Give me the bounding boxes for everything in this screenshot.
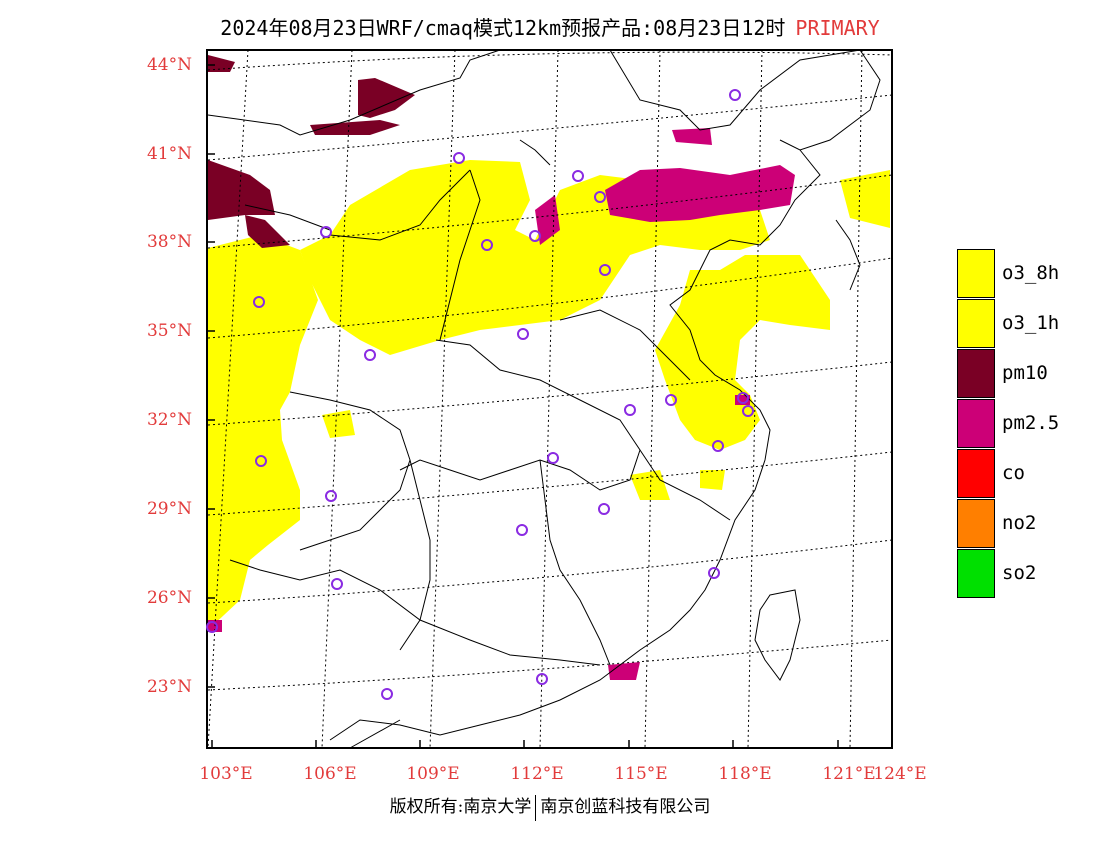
city-marker bbox=[481, 239, 493, 251]
city-marker bbox=[453, 152, 465, 164]
lon-label: 112°E bbox=[510, 764, 564, 784]
legend-swatch bbox=[957, 249, 995, 298]
city-marker bbox=[381, 688, 393, 700]
legend-label: pm2.5 bbox=[1002, 412, 1060, 434]
pm10-region bbox=[208, 55, 415, 248]
city-marker bbox=[253, 296, 265, 308]
lat-label: 38°N bbox=[146, 232, 192, 252]
title-main: 2024年08月23日WRF/cmaq模式12km预报产品:08月23日12时 bbox=[220, 16, 786, 40]
city-marker bbox=[737, 392, 749, 404]
legend-item-no2: no2 bbox=[957, 499, 1097, 549]
legend-item-pm25: pm2.5 bbox=[957, 399, 1097, 449]
lat-label: 41°N bbox=[146, 144, 192, 164]
lon-label: 115°E bbox=[614, 764, 668, 784]
city-marker bbox=[529, 230, 541, 242]
copyright-footer: 版权所有:南京大学 南京创蓝科技有限公司 bbox=[0, 792, 1100, 821]
city-markers bbox=[206, 89, 754, 700]
lat-label: 26°N bbox=[146, 588, 192, 608]
lon-label: 118°E bbox=[718, 764, 772, 784]
legend-label: no2 bbox=[1002, 512, 1037, 534]
city-marker bbox=[206, 621, 218, 633]
copyright-left: 版权所有:南京大学 bbox=[389, 797, 532, 817]
city-marker bbox=[331, 578, 343, 590]
city-marker bbox=[594, 191, 606, 203]
city-marker bbox=[536, 673, 548, 685]
legend-swatch bbox=[957, 549, 995, 598]
axis-ticks bbox=[207, 64, 839, 748]
legend-item-o3-1h: o3_1h bbox=[957, 299, 1097, 349]
city-marker bbox=[599, 264, 611, 276]
footer-separator bbox=[535, 794, 537, 821]
city-marker bbox=[516, 524, 528, 536]
map-frame bbox=[206, 49, 893, 749]
legend-swatch bbox=[957, 449, 995, 498]
lat-label: 29°N bbox=[146, 499, 192, 519]
legend-swatch bbox=[957, 349, 995, 398]
lat-label: 32°N bbox=[146, 410, 192, 430]
city-marker bbox=[742, 405, 754, 417]
legend-label: so2 bbox=[1002, 562, 1037, 584]
city-marker bbox=[517, 328, 529, 340]
legend-label: pm10 bbox=[1002, 362, 1048, 384]
city-marker bbox=[708, 567, 720, 579]
lon-label: 103°E bbox=[199, 764, 253, 784]
city-marker bbox=[255, 455, 267, 467]
city-marker bbox=[712, 440, 724, 452]
legend-item-so2: so2 bbox=[957, 549, 1097, 599]
city-marker bbox=[598, 503, 610, 515]
legend-item-co: co bbox=[957, 449, 1097, 499]
map-title: 2024年08月23日WRF/cmaq模式12km预报产品:08月23日12时 P… bbox=[0, 12, 1100, 41]
legend-label: o3_8h bbox=[1002, 262, 1060, 284]
city-marker bbox=[320, 226, 332, 238]
legend-swatch bbox=[957, 299, 995, 348]
city-marker bbox=[665, 394, 677, 406]
graticule bbox=[207, 49, 893, 749]
legend-label: o3_1h bbox=[1002, 312, 1060, 334]
city-marker bbox=[364, 349, 376, 361]
legend-swatch bbox=[957, 399, 995, 448]
legend-swatch bbox=[957, 499, 995, 548]
lat-label: 35°N bbox=[146, 321, 192, 341]
title-tag: PRIMARY bbox=[795, 16, 880, 40]
legend-item-pm10: pm10 bbox=[957, 349, 1097, 399]
copyright-right: 南京创蓝科技有限公司 bbox=[540, 797, 711, 817]
city-marker bbox=[729, 89, 741, 101]
lat-label: 44°N bbox=[146, 55, 192, 75]
legend-label: co bbox=[1002, 462, 1025, 484]
city-marker bbox=[624, 404, 636, 416]
lon-label: 106°E bbox=[303, 764, 357, 784]
lon-label: 124°E bbox=[873, 764, 927, 784]
boundaries bbox=[207, 49, 881, 749]
lat-label: 23°N bbox=[146, 677, 192, 697]
legend-item-o3-8h: o3_8h bbox=[957, 249, 1097, 299]
lon-label: 109°E bbox=[406, 764, 460, 784]
lon-label: 121°E bbox=[822, 764, 876, 784]
city-marker bbox=[547, 452, 559, 464]
city-marker bbox=[325, 490, 337, 502]
city-marker bbox=[572, 170, 584, 182]
